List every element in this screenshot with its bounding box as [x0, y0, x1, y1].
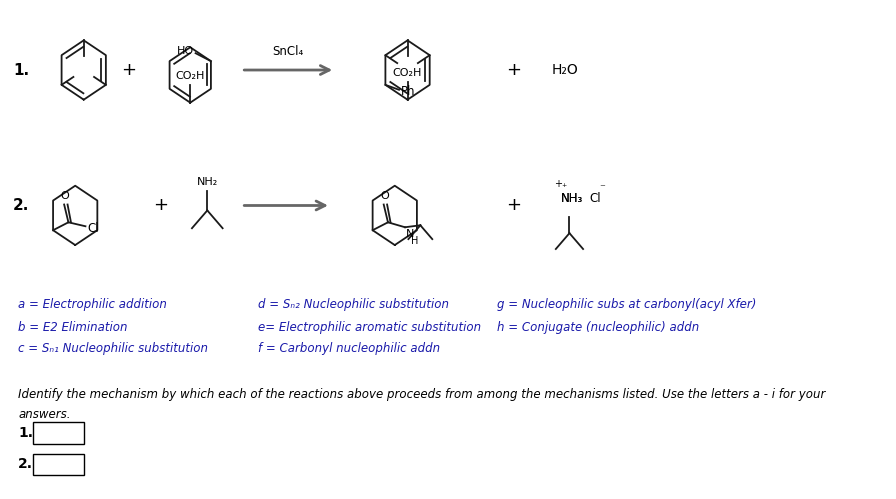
Text: ⁻: ⁻: [599, 184, 605, 194]
Text: O: O: [61, 191, 69, 201]
Text: SnCl₄: SnCl₄: [272, 45, 304, 58]
Text: CO₂H: CO₂H: [392, 68, 422, 78]
Text: 2.: 2.: [13, 198, 30, 213]
Bar: [32, 422, 83, 444]
Text: c = Sₙ₁ Nucleophilic substitution: c = Sₙ₁ Nucleophilic substitution: [18, 342, 208, 355]
Text: Cl: Cl: [589, 192, 600, 205]
Text: +: +: [121, 61, 136, 79]
Text: +: +: [153, 197, 168, 215]
Text: CO₂H: CO₂H: [176, 71, 205, 81]
Bar: [32, 454, 83, 476]
Text: NH₃: NH₃: [561, 192, 583, 205]
Text: f = Carbonyl nucleophilic addn: f = Carbonyl nucleophilic addn: [258, 342, 441, 355]
Text: a = Electrophilic addition: a = Electrophilic addition: [18, 298, 167, 311]
Text: N: N: [406, 229, 414, 239]
Text: HO: HO: [177, 46, 194, 56]
Text: 1.: 1.: [13, 62, 30, 77]
Text: answers.: answers.: [18, 408, 71, 421]
Text: +: +: [506, 197, 521, 215]
Text: e= Electrophilic aromatic substitution: e= Electrophilic aromatic substitution: [258, 321, 481, 334]
Text: g = Nucleophilic subs at carbonyl(acyl Xfer): g = Nucleophilic subs at carbonyl(acyl X…: [497, 298, 756, 311]
Text: +: +: [506, 61, 521, 79]
Text: 1.: 1.: [18, 426, 33, 440]
Text: 2.: 2.: [18, 457, 33, 471]
Text: NH₃: NH₃: [561, 192, 583, 205]
Text: O: O: [380, 191, 389, 201]
Text: H: H: [411, 236, 418, 246]
Text: NH₂: NH₂: [196, 177, 218, 187]
Text: Cl: Cl: [87, 222, 99, 235]
Text: ⁺: ⁺: [561, 183, 566, 193]
Text: d = Sₙ₂ Nucleophilic substitution: d = Sₙ₂ Nucleophilic substitution: [258, 298, 450, 311]
Text: h = Conjugate (nucleophilic) addn: h = Conjugate (nucleophilic) addn: [497, 321, 699, 334]
Text: +: +: [555, 179, 563, 189]
Text: b = E2 Elimination: b = E2 Elimination: [18, 321, 127, 334]
Text: Ph: Ph: [401, 85, 415, 98]
Text: H₂O: H₂O: [552, 63, 579, 77]
Text: Identify the mechanism by which each of the reactions above proceeds from among : Identify the mechanism by which each of …: [18, 388, 825, 401]
